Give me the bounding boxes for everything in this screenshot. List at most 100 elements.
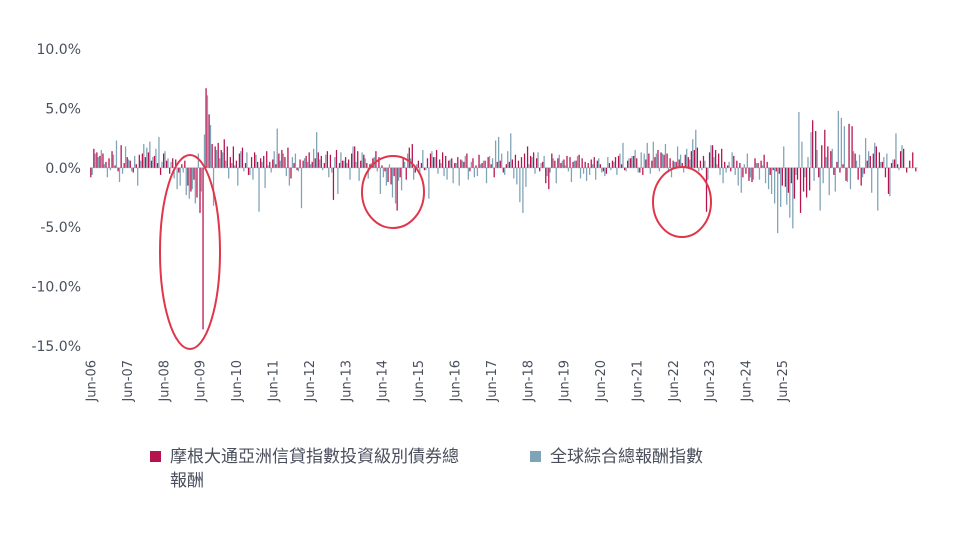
- bar-jpm: [821, 145, 823, 168]
- bar-jpm: [675, 161, 677, 168]
- bar-global: [437, 167, 439, 174]
- bar-jpm: [839, 167, 841, 173]
- bar-jpm: [226, 146, 228, 168]
- bar-jpm: [696, 147, 699, 168]
- bar-global: [376, 167, 378, 172]
- bar-jpm: [108, 158, 110, 168]
- bar-global: [482, 160, 485, 168]
- bar-jpm: [320, 155, 322, 168]
- bar-jpm: [138, 154, 140, 168]
- bar-global: [237, 167, 239, 186]
- bar-global: [813, 167, 815, 181]
- bar-jpm: [648, 153, 650, 168]
- bar-jpm: [742, 167, 744, 178]
- bar-jpm: [517, 160, 520, 168]
- bar-global: [658, 167, 661, 172]
- bar-global: [100, 149, 102, 168]
- bar-jpm: [511, 159, 514, 168]
- bar-global: [880, 161, 882, 168]
- bar-jpm: [812, 120, 814, 168]
- bar-jpm: [532, 152, 535, 168]
- bar-jpm: [502, 167, 504, 173]
- bar-global: [816, 149, 818, 168]
- bar-global: [579, 167, 582, 179]
- bar-jpm: [705, 167, 708, 212]
- bar-jpm: [893, 159, 896, 168]
- bar-global: [710, 145, 712, 168]
- bar-global: [194, 167, 196, 204]
- bar-jpm: [763, 154, 765, 168]
- bar-jpm: [554, 160, 556, 168]
- bar-jpm: [906, 167, 908, 173]
- bar-jpm: [769, 167, 771, 175]
- bar-global: [243, 167, 245, 172]
- x-tick-label: Jun-23: [703, 360, 718, 403]
- bar-global: [222, 152, 224, 168]
- bar-global: [306, 161, 309, 168]
- bar-global: [819, 167, 821, 211]
- bar-jpm: [505, 164, 507, 168]
- highlight-circle-2013: [361, 155, 425, 229]
- bar-global: [127, 159, 130, 168]
- bar-jpm: [172, 158, 174, 168]
- bar-jpm: [344, 157, 347, 168]
- bar-global: [182, 167, 184, 173]
- bar-global: [598, 158, 600, 168]
- bar-global: [731, 152, 733, 168]
- bar-jpm: [475, 165, 477, 168]
- bar-global: [452, 167, 454, 184]
- bar-global: [464, 155, 466, 168]
- bar-global: [798, 111, 800, 168]
- x-tick-label: Jun-21: [631, 360, 646, 403]
- bar-jpm: [132, 167, 134, 173]
- bar-global: [337, 167, 339, 194]
- bar-jpm: [490, 164, 492, 168]
- bar-jpm: [869, 155, 871, 168]
- bar-jpm: [147, 152, 150, 168]
- bar-global: [825, 157, 827, 168]
- bar-jpm: [432, 157, 435, 168]
- bar-jpm: [387, 167, 389, 183]
- bar-jpm: [645, 159, 647, 168]
- bar-jpm: [657, 149, 659, 168]
- bar-global: [291, 157, 294, 168]
- bar-jpm: [878, 152, 881, 168]
- bar-jpm: [354, 146, 356, 168]
- bar-global: [504, 167, 506, 175]
- bar-global: [652, 141, 654, 168]
- bar-jpm: [269, 161, 271, 168]
- y-tick-label: 10.0%: [37, 42, 81, 58]
- bar-jpm: [815, 130, 817, 168]
- bar-global: [476, 167, 479, 177]
- bar-global: [610, 167, 612, 171]
- bar-jpm: [275, 164, 277, 168]
- bar-global: [510, 133, 512, 168]
- bar-global: [855, 160, 858, 168]
- bar-global: [419, 167, 421, 175]
- bar-global: [786, 167, 788, 205]
- x-tick-label: Jun-16: [449, 360, 464, 403]
- bar-global: [564, 165, 566, 168]
- bar-jpm: [384, 167, 386, 172]
- bar-global: [585, 167, 588, 181]
- bar-jpm: [293, 163, 295, 168]
- bar-jpm: [836, 161, 838, 168]
- bar-global: [140, 160, 142, 168]
- bar-jpm: [144, 157, 147, 168]
- bar-jpm: [117, 167, 119, 172]
- bar-jpm: [317, 152, 319, 168]
- bar-jpm: [369, 164, 371, 168]
- x-tick-label: Jun-13: [339, 360, 354, 403]
- bar-jpm: [526, 146, 529, 168]
- x-tick-label: Jun-08: [157, 360, 172, 403]
- bar-jpm: [542, 161, 544, 168]
- bar-jpm: [611, 160, 614, 168]
- bar-global: [167, 158, 169, 168]
- bar-global: [97, 157, 99, 168]
- bar-global: [115, 140, 118, 168]
- bar-global: [340, 152, 342, 168]
- bar-jpm: [672, 160, 674, 168]
- legend-label-jpm: 摩根大通亞洲信貸指數投資級別債券總報酬: [170, 447, 459, 491]
- bar-global: [649, 167, 651, 174]
- bar-global: [422, 149, 424, 168]
